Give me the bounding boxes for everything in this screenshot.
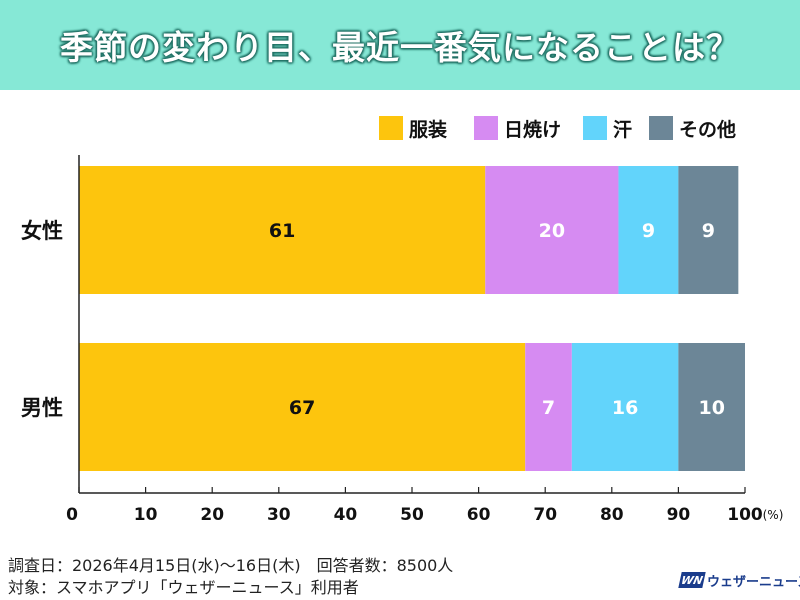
x-tick-label-7: 70 — [533, 505, 557, 525]
legend-swatch-1 — [474, 116, 498, 140]
legend-swatch-3 — [649, 116, 673, 140]
bar-segment-1-2 — [571, 343, 679, 471]
survey-info: 調査日：2026年4月15日(水)～16日(木) 回答者数：8500人 — [8, 556, 454, 575]
data-label-1-0: 67 — [289, 397, 315, 419]
legend-label-2: 汗 — [613, 119, 632, 141]
x-tick-label-9: 90 — [667, 505, 691, 525]
legend-label-1: 日焼け — [504, 118, 561, 141]
data-label-1-3: 10 — [698, 397, 724, 419]
logo-text: ウェザーニュース — [707, 574, 800, 590]
data-label-1-2: 16 — [612, 397, 638, 419]
category-label-0: 女性 — [21, 219, 63, 243]
bar-segment-0-2 — [618, 166, 679, 294]
data-label-0-0: 61 — [269, 220, 295, 242]
bar-segment-0-3 — [678, 166, 739, 294]
x-tick-label-2: 20 — [200, 505, 224, 525]
data-label-0-3: 9 — [702, 220, 715, 242]
x-tick-label-4: 40 — [334, 505, 358, 525]
legend-swatch-0 — [379, 116, 403, 140]
title-banner — [0, 0, 800, 90]
x-tick-label-0: 0 — [66, 505, 78, 525]
bars: 61 20 9 9 67 7 16 10 — [79, 166, 745, 471]
data-label-0-2: 9 — [642, 220, 655, 242]
x-axis: 0 10 20 30 40 50 60 70 80 90 100 (%) — [66, 155, 783, 525]
bar-segment-1-0 — [79, 343, 526, 471]
category-label-1: 男性 — [21, 396, 63, 420]
x-tick-label-10: 100 — [727, 505, 763, 525]
x-tick-label-8: 80 — [600, 505, 624, 525]
bar-segment-0-0 — [79, 166, 486, 294]
x-tick-label-3: 30 — [267, 505, 291, 525]
chart-title: 季節の変わり目、最近一番気になることは？ — [60, 28, 740, 67]
bar-segment-1-1 — [525, 343, 572, 471]
weathernews-logo: WN ウェザーニュース — [678, 570, 800, 590]
x-tick-label-6: 60 — [467, 505, 491, 525]
x-tick-label-1: 10 — [134, 505, 158, 525]
x-unit-label: (%) — [763, 508, 784, 522]
logo-mark: WN — [678, 572, 706, 588]
legend-label-3: その他 — [679, 118, 736, 141]
legend-swatch-2 — [583, 116, 607, 140]
data-label-0-1: 20 — [539, 220, 565, 242]
legend: 服装 日焼け 汗 その他 — [379, 116, 736, 141]
bar-segment-0-1 — [485, 166, 619, 294]
legend-label-0: 服装 — [409, 118, 447, 141]
bar-segment-1-3 — [678, 343, 745, 471]
data-label-1-1: 7 — [542, 397, 555, 419]
x-tick-label-5: 50 — [400, 505, 424, 525]
survey-target: 対象：スマホアプリ「ウェザーニュース」利用者 — [8, 578, 359, 597]
